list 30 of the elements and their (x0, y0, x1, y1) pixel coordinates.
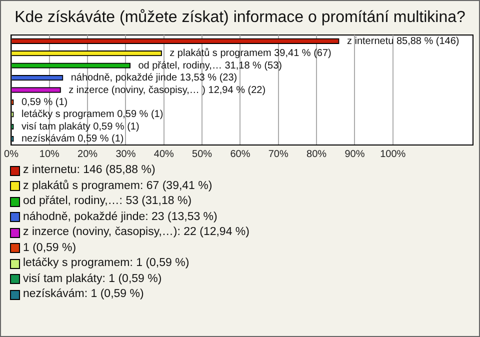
legend-label: z internetu: 146 (85,88 %) (23, 163, 156, 178)
legend-label: nezískávám: 1 (0,59 %) (23, 287, 144, 302)
x-tick-label: 70% (268, 148, 288, 160)
category-label: letáčky s programem 0,59 % (1) (21, 109, 164, 120)
chart-title: Kde získáváte (můžete získat) informace o promítání multikina? (14, 9, 466, 27)
category-label: visí tam plakáty 0,59 % (1) (21, 121, 140, 132)
category-label: z plakátů s programem 39,41 % (67) (170, 48, 332, 60)
x-tick-label: 60% (230, 148, 250, 160)
category-label: z inzerce (noviny, časopisy,… ) 12,94 % (22) (68, 84, 266, 96)
x-tick-label: 90% (344, 148, 365, 160)
category-label: z internetu 85,88 % (146) (346, 36, 460, 47)
data-label: 0,59 % (1) (21, 96, 68, 108)
legend-label: z inzerce (noviny, časopisy,…): 22 (12,94 %) (23, 225, 250, 240)
legend-label: od přátel, rodiny,…: 53 (31,18 %) (23, 194, 192, 209)
legend-label: visí tam plakáty: 1 (0,59 %) (23, 272, 162, 286)
x-tick-label: 80% (306, 148, 327, 160)
category-label: od přátel, rodiny,… 31,18 % (53) (138, 60, 282, 72)
x-tick-label: 0% (4, 148, 19, 160)
category-label: náhodně, pokaždé jinde 13,53 % (23) (70, 72, 238, 84)
x-tick-label: 20% (78, 148, 98, 160)
x-tick-label: 100% (380, 148, 406, 160)
x-tick-label: 30% (116, 148, 136, 160)
x-tick-label: 40% (154, 148, 174, 160)
category-label: nezískávám 0,59 % (1) (21, 134, 124, 145)
x-tick-label: 50% (192, 148, 212, 160)
legend-label: letáčky s programem: 1 (0,59 %) (23, 256, 190, 271)
legend-label: náhodně, pokaždé jinde: 23 (13,53 %) (23, 210, 218, 224)
legend-label: z plakátů s programem: 67 (39,41 %) (23, 178, 212, 194)
legend-label: 1 (0,59 %) (23, 240, 76, 256)
x-tick-label: 10% (39, 148, 60, 160)
